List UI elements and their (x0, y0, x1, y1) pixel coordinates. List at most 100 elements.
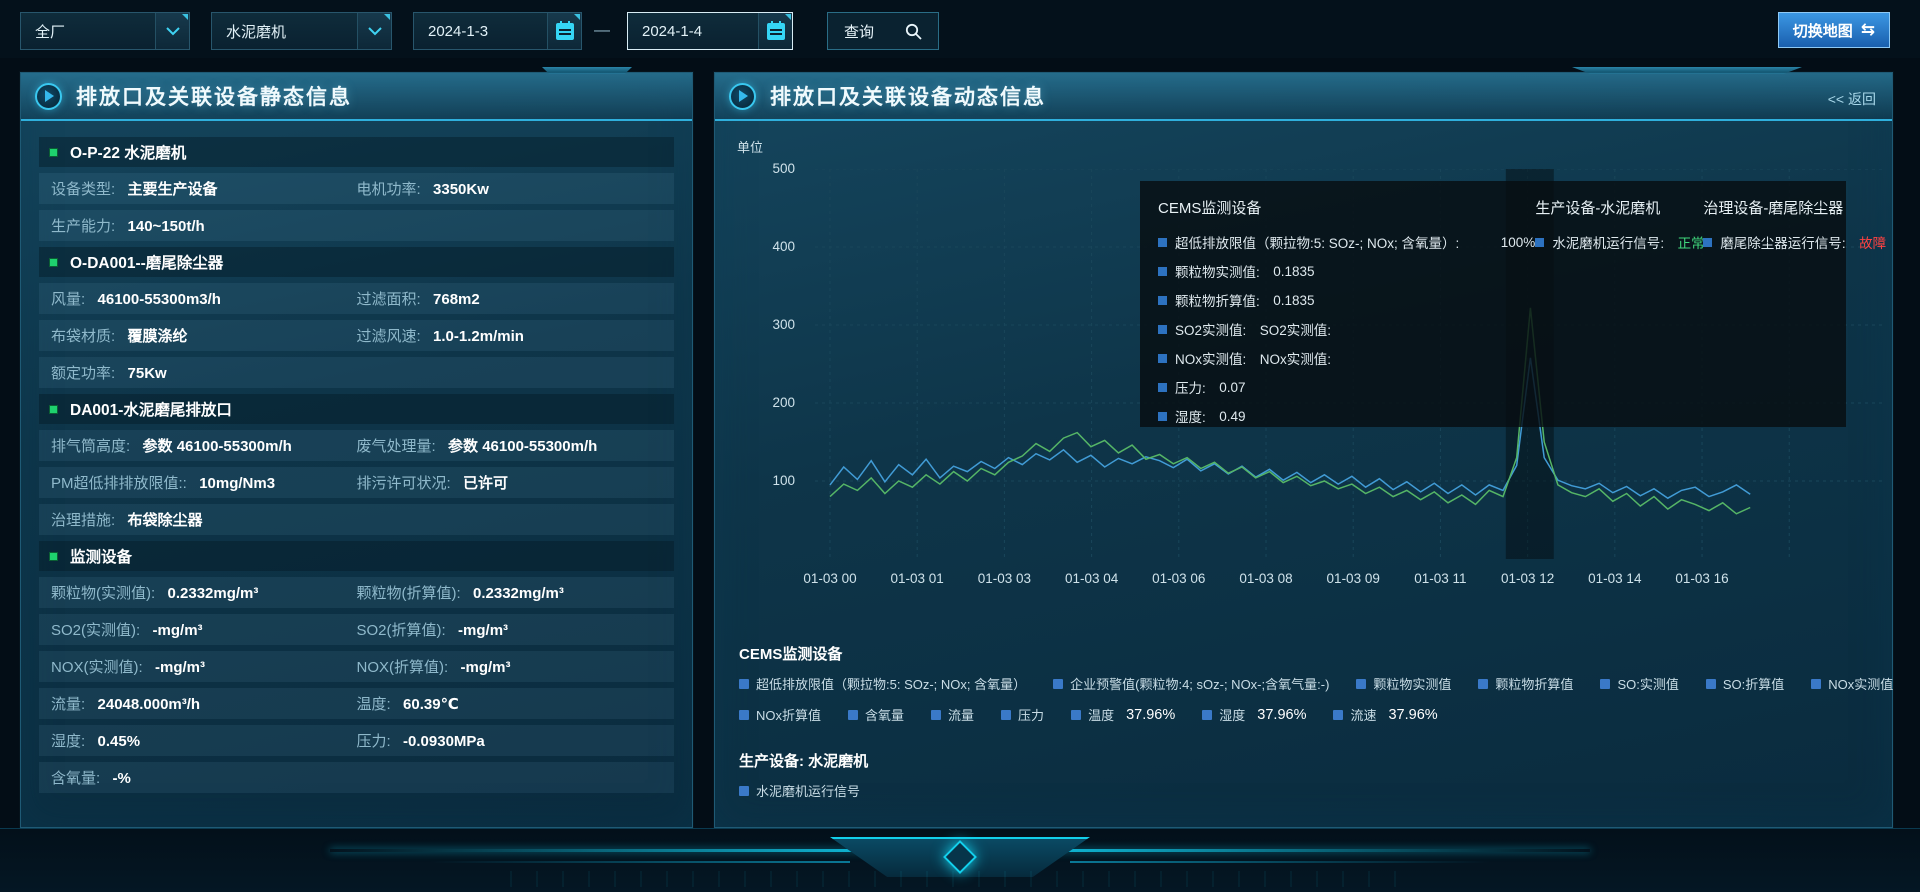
info-cell: 颗粒物(折算值)0.2332mg/m³ (357, 582, 663, 603)
legend-marker-icon (1705, 678, 1716, 689)
legend-item[interactable]: NOx实测值 (1811, 674, 1893, 693)
chart-svg (815, 168, 1885, 559)
info-cell: 含氧量-% (51, 767, 357, 788)
info-value: 已许可 (463, 475, 509, 492)
x-axis-tick: 01-03 08 (1239, 571, 1293, 586)
info-label: 湿度 (51, 730, 94, 751)
legend-item-label: NOx实测值 (1828, 677, 1894, 692)
legend-marker-icon (1600, 678, 1611, 689)
dynamic-panel-header: 排放口及关联设备动态信息 << 返回 (715, 73, 1892, 121)
info-row: 风量46100-55300m3/h过滤面积768m2 (39, 283, 674, 314)
chart-plot[interactable] (815, 168, 1885, 559)
info-label: NOX(折算值) (357, 656, 457, 677)
chevron-down-icon (155, 13, 189, 49)
x-axis-tick: 01-03 06 (1152, 571, 1206, 586)
legend-heading-production: 生产设备: 水泥磨机 (739, 753, 869, 770)
legend-item[interactable]: 压力 (1001, 705, 1044, 724)
info-label: 排污许可状况 (357, 472, 460, 493)
static-panel-title: 排放口及关联设备静态信息 (76, 86, 352, 109)
info-cell: 排污许可状况已许可 (357, 472, 663, 493)
legend-item[interactable]: 颗粒物实测值 (1356, 674, 1451, 693)
device-select[interactable]: 水泥磨机 (211, 12, 392, 50)
info-label: 生产能力 (51, 215, 124, 236)
y-axis-tick: 100 (772, 473, 795, 488)
top-toolbar: 全厂 水泥磨机 2024-1-3 — 2024-1-4 查询 切换地图 ⇆ (0, 0, 1920, 58)
legend-item[interactable]: NOx折算值 (739, 705, 821, 724)
section-title-label: O-DA001--磨尾除尘器 (70, 255, 224, 272)
info-value: 24048.000m³/h (97, 696, 201, 713)
info-cell: SO2(折算值)-mg/m³ (357, 619, 663, 640)
info-cell: 过滤面积768m2 (357, 288, 663, 309)
footer-decoration (0, 828, 1920, 892)
series-line-blue (829, 357, 1751, 500)
legend-marker-icon (1053, 678, 1064, 689)
x-axis-tick: 01-03 09 (1326, 571, 1380, 586)
info-value: 46100-55300m3/h (97, 291, 221, 308)
dynamic-panel-body: 单位 100 200 300 400 500 01-03 00 01-03 01 01-03… (715, 121, 1893, 875)
info-row: 布袋材质覆膜涤纶过滤风速1.0-1.2m/min (39, 320, 674, 351)
info-label: SO2(实测值) (51, 619, 149, 640)
legend-item[interactable]: 温度 37.96% (1071, 705, 1175, 724)
legend-item[interactable]: 含氧量 (848, 705, 904, 724)
end-date-value: 2024-1-4 (642, 22, 703, 40)
info-label: 治理措施 (51, 509, 124, 530)
legend-item[interactable]: 流量 (931, 705, 974, 724)
legend-item-label: SO:实测值 (1617, 677, 1679, 692)
legend-item[interactable]: 水泥磨机运行信号 (739, 781, 860, 800)
legend-marker-icon (739, 709, 749, 720)
info-value: 768m2 (433, 291, 480, 308)
back-link[interactable]: << 返回 (1827, 91, 1876, 107)
y-axis-tick: 200 (772, 395, 795, 410)
section-title: O-P-22 水泥磨机 (39, 137, 674, 167)
switch-map-button[interactable]: 切换地图 ⇆ (1777, 12, 1890, 48)
legend-item[interactable]: 湿度 37.96% (1202, 705, 1306, 724)
legend-item[interactable]: 流速 37.96% (1333, 705, 1438, 724)
end-date-input[interactable]: 2024-1-4 (627, 12, 793, 50)
legend-item[interactable]: SO:实测值 (1600, 674, 1679, 693)
legend-item[interactable]: 超低排放限值（颗拉物:5: SOz-; NOx; 含氧量） (739, 674, 1026, 693)
legend-item[interactable]: 企业预警值(颗粒物:4; sOz-; NOx-;含氧气量:-) (1053, 674, 1329, 693)
info-cell: 治理措施布袋除尘器 (51, 509, 357, 530)
info-cell: 额定功率75Kw (51, 362, 357, 383)
info-cell: NOX(折算值)-mg/m³ (357, 656, 663, 677)
x-axis-tick: 01-03 12 (1500, 571, 1555, 586)
green-square-bullet (49, 257, 58, 267)
info-value: 布袋除尘器 (127, 512, 203, 529)
query-button[interactable]: 查询 (827, 12, 939, 50)
legend-item-label: 颗粒物折算值 (1495, 677, 1574, 692)
legend-marker-icon (848, 709, 859, 720)
start-date-input[interactable]: 2024-1-3 (413, 12, 582, 50)
info-value: 覆膜涤纶 (127, 328, 188, 345)
swap-icon: ⇆ (1860, 20, 1875, 39)
info-label: 颗粒物(实测值) (51, 582, 164, 603)
play-icon (35, 82, 62, 110)
info-label: 设备类型 (51, 178, 124, 199)
info-row: 生产能力140~150t/h (39, 210, 674, 241)
info-value: -% (112, 770, 131, 787)
info-cell: 废气处理量参数 46100-55300m/h (357, 435, 663, 456)
legend-item[interactable]: 颗粒物折算值 (1478, 674, 1573, 693)
info-value: 75Kw (127, 365, 167, 382)
info-value: 主要生产设备 (127, 181, 218, 198)
start-date-value: 2024-1-3 (428, 22, 489, 40)
plant-select[interactable]: 全厂 (20, 12, 190, 50)
info-value: 60.39℃ (403, 696, 459, 713)
legend-item-value: 37.96% (1388, 706, 1438, 723)
info-value: 0.2332mg/m³ (167, 585, 259, 602)
legend-item-label: SO:折算值 (1722, 677, 1785, 692)
legend-item[interactable]: SO:折算值 (1705, 674, 1785, 693)
info-row: 湿度0.45%压力-0.0930MPa (39, 725, 674, 756)
info-label: 布袋材质 (51, 325, 124, 346)
legend-item-label: 压力 (1018, 708, 1045, 723)
legend-marker-icon (1811, 678, 1822, 689)
legend-item-label: 温度 (1088, 708, 1115, 723)
panel-tab-decoration (1572, 67, 1802, 74)
info-cell: NOX(实测值)-mg/m³ (51, 656, 357, 677)
info-label: 过滤风速 (357, 325, 430, 346)
info-cell: 生产能力140~150t/h (51, 215, 357, 236)
info-cell: PM超低排排放限值:10mg/Nm3 (51, 472, 357, 493)
static-info-panel: 排放口及关联设备静态信息 O-P-22 水泥磨机设备类型主要生产设备电机功率33… (20, 67, 693, 828)
info-value: 0.2332mg/m³ (473, 585, 564, 602)
